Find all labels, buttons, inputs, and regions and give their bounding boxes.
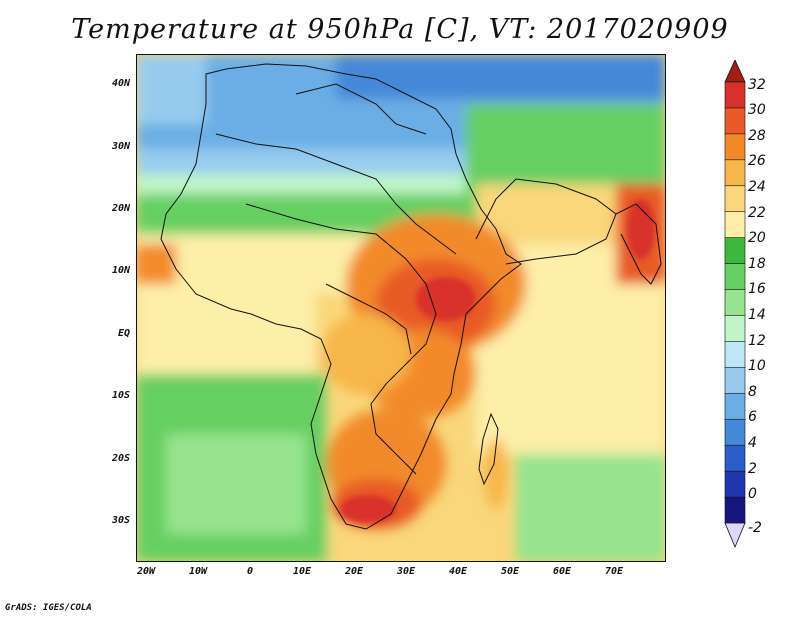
temperature-field	[136, 54, 666, 562]
colorbar-label-8: 8	[748, 384, 757, 400]
lon-label-0: 0	[246, 566, 254, 577]
colorbar-segment	[724, 81, 746, 109]
lat-label-20n: 20N	[111, 203, 130, 214]
colorbar-label-22: 22	[748, 205, 766, 221]
lon-label-50e: 50E	[500, 566, 520, 577]
colorbar-label-28: 28	[748, 128, 766, 144]
colorbar-segment	[724, 237, 746, 265]
colorbar-label-20: 20	[748, 230, 766, 246]
lat-label-40n: 40N	[111, 78, 130, 89]
colorbar-segment	[724, 107, 746, 135]
colorbar-segment	[724, 263, 746, 291]
colorbar-segment	[724, 470, 746, 498]
colorbar-segment	[724, 367, 746, 395]
colorbar-label-16: 16	[748, 281, 766, 297]
colorbar-label-14: 14	[748, 307, 766, 323]
colorbar-label-26: 26	[748, 153, 766, 169]
colorbar-segments	[724, 81, 746, 524]
colorbar	[724, 60, 746, 549]
lat-label-10n: 10N	[111, 265, 130, 276]
lon-label-40e: 40E	[448, 566, 468, 577]
map-title: Temperature at 950hPa [C], VT: 201702090…	[71, 14, 729, 45]
colorbar-segment	[724, 133, 746, 161]
colorbar-bottom-arrow	[724, 522, 746, 549]
colorbar-label-30: 30	[748, 102, 766, 118]
colorbar-label-10: 10	[748, 358, 766, 374]
colorbar-label-minus2: -2	[748, 520, 762, 536]
colorbar-segment	[724, 392, 746, 421]
lat-label-eq: EQ	[117, 328, 130, 339]
lat-label-30n: 30N	[111, 141, 130, 152]
colorbar-segment	[724, 418, 746, 446]
lon-label-60e: 60E	[552, 566, 572, 577]
lon-label-20w: 20W	[136, 566, 156, 577]
colorbar-label-24: 24	[748, 179, 766, 195]
lat-label-30s: 30S	[111, 515, 130, 526]
colorbar-segment	[724, 289, 746, 317]
colorbar-segment	[724, 211, 746, 239]
colorbar-segment	[724, 185, 746, 213]
colorbar-label-6: 6	[748, 409, 757, 425]
colorbar-label-32: 32	[748, 77, 766, 93]
colorbar-segment	[724, 496, 746, 524]
colorbar-segment	[724, 341, 746, 369]
colorbar-top-arrow	[724, 60, 746, 83]
colorbar-label-18: 18	[748, 256, 766, 272]
lon-label-20e: 20E	[344, 566, 364, 577]
lon-label-10w: 10W	[188, 566, 208, 577]
lon-label-30e: 30E	[396, 566, 416, 577]
lat-label-20s: 20S	[111, 453, 130, 464]
colorbar-segment	[724, 444, 746, 472]
colorbar-label-12: 12	[748, 333, 766, 349]
lon-label-10e: 10E	[292, 566, 312, 577]
temperature-map	[136, 54, 666, 562]
credit-text: GrADS: IGES/COLA	[5, 603, 92, 613]
colorbar-label-4: 4	[748, 435, 757, 451]
colorbar-segment	[724, 159, 746, 187]
temperature-detail	[340, 199, 655, 523]
colorbar-segment	[724, 315, 746, 343]
colorbar-label-2: 2	[748, 461, 757, 477]
colorbar-label-0: 0	[748, 486, 757, 502]
lat-label-10s: 10S	[111, 390, 130, 401]
lon-label-70e: 70E	[604, 566, 624, 577]
coastlines	[160, 63, 662, 530]
